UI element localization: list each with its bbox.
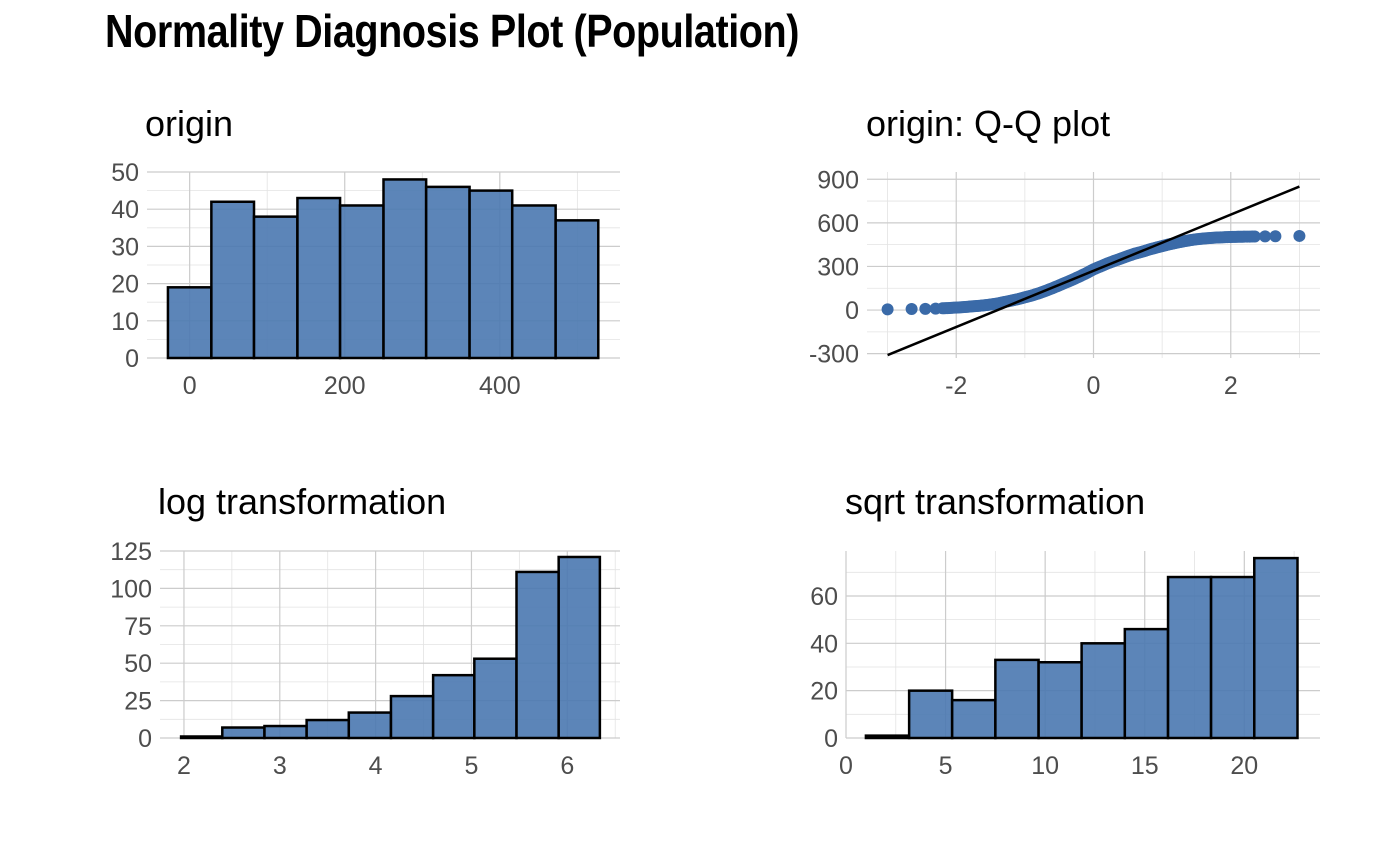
y-tick-label: 300: [817, 253, 859, 281]
x-tick-label: 20: [1230, 752, 1258, 780]
histogram-bar: [252, 215, 299, 360]
histogram-bar: [1123, 627, 1170, 740]
histogram-bar: [1080, 642, 1127, 740]
histogram-bar: [1253, 556, 1299, 740]
y-tick-label: 0: [824, 725, 838, 753]
x-tick-label: 6: [560, 752, 574, 780]
y-tick-label: 60: [810, 583, 838, 611]
qq-point: [1246, 230, 1259, 243]
histogram-bar: [389, 694, 435, 740]
x-tick-label: -2: [945, 372, 967, 400]
panel-title: origin: Q-Q plot: [866, 103, 1110, 144]
histogram-bar: [950, 698, 997, 740]
y-tick-label: 100: [110, 575, 152, 603]
histogram-bar: [210, 200, 256, 360]
histogram-bar: [557, 555, 602, 740]
panel-origin-histogram: origin 0 200 400 0 10 20 30 40 50: [111, 103, 620, 400]
histogram-bar: [424, 185, 471, 360]
histogram-bar: [179, 735, 224, 740]
histogram-bar: [554, 219, 600, 360]
qq-point: [1269, 230, 1282, 243]
x-tick-label: 2: [1224, 372, 1238, 400]
y-tick-label: 900: [817, 166, 859, 194]
panel-title: log transformation: [158, 481, 446, 522]
histogram-bar: [510, 204, 557, 360]
qq-point: [881, 303, 894, 316]
y-tick-label: 0: [138, 725, 152, 753]
panel-sqrt-histogram: sqrt transformation 0 5 10 15 20 0 20 40 60: [810, 481, 1320, 780]
y-tick-label: -300: [809, 341, 859, 369]
qq-point: [1293, 229, 1306, 242]
histogram-bar: [515, 570, 560, 740]
y-tick-label: 20: [111, 271, 139, 299]
y-tick-label: 75: [124, 613, 152, 641]
panel-origin-qq-plot: origin: Q-Q plot -2 0 2 -300 0 300 600 900: [809, 103, 1320, 400]
x-tick-label: 5: [939, 752, 953, 780]
x-tick-label: 400: [479, 372, 521, 400]
x-tick-label: 200: [324, 372, 366, 400]
histogram-bar: [382, 178, 428, 360]
x-tick-label: 0: [183, 372, 197, 400]
y-tick-label: 0: [845, 297, 859, 325]
histogram-bar: [221, 726, 266, 740]
histogram-bar: [1166, 575, 1213, 740]
y-tick-label: 125: [110, 538, 152, 566]
histogram-bar: [1037, 661, 1083, 740]
y-tick-label: 0: [125, 345, 139, 373]
y-tick-label: 50: [124, 650, 152, 678]
y-tick-label: 600: [817, 210, 859, 238]
qq-point: [919, 302, 932, 315]
histogram-bar: [166, 286, 213, 360]
qq-point: [1259, 230, 1272, 243]
histogram-bar: [431, 673, 476, 740]
histogram-bar: [473, 657, 518, 740]
histogram-bar: [263, 724, 308, 740]
x-tick-label: 15: [1131, 752, 1159, 780]
histogram-bar: [864, 734, 911, 740]
y-tick-label: 40: [810, 630, 838, 658]
y-tick-label: 10: [111, 308, 139, 336]
histogram-bar: [296, 196, 342, 360]
x-tick-label: 2: [177, 752, 191, 780]
x-tick-label: 0: [839, 752, 853, 780]
histogram-bar: [1209, 575, 1256, 740]
histogram-bar: [338, 204, 385, 360]
histogram-bar: [468, 189, 514, 360]
y-tick-label: 25: [124, 688, 152, 716]
x-tick-label: 5: [465, 752, 479, 780]
x-tick-label: 3: [273, 752, 287, 780]
x-tick-label: 0: [1087, 372, 1101, 400]
panel-log-histogram: log transformation 2 3 4 5 6 0 25 50 75 100 125: [110, 481, 620, 780]
figure-title: Normality Diagnosis Plot (Population): [105, 5, 800, 57]
panel-title: origin: [145, 103, 233, 144]
x-tick-label: 10: [1031, 752, 1059, 780]
x-tick-label: 4: [369, 752, 383, 780]
qq-point: [905, 303, 918, 316]
y-tick-label: 20: [810, 678, 838, 706]
qq-reference-line: [887, 185, 1300, 357]
histogram-bar: [907, 689, 954, 740]
histogram-bar: [305, 718, 351, 740]
y-tick-label: 50: [111, 159, 139, 187]
y-tick-label: 40: [111, 196, 139, 224]
y-tick-label: 30: [111, 233, 139, 261]
histogram-bar: [347, 711, 393, 740]
panel-title: sqrt transformation: [845, 481, 1145, 522]
histogram-bar: [994, 658, 1040, 740]
